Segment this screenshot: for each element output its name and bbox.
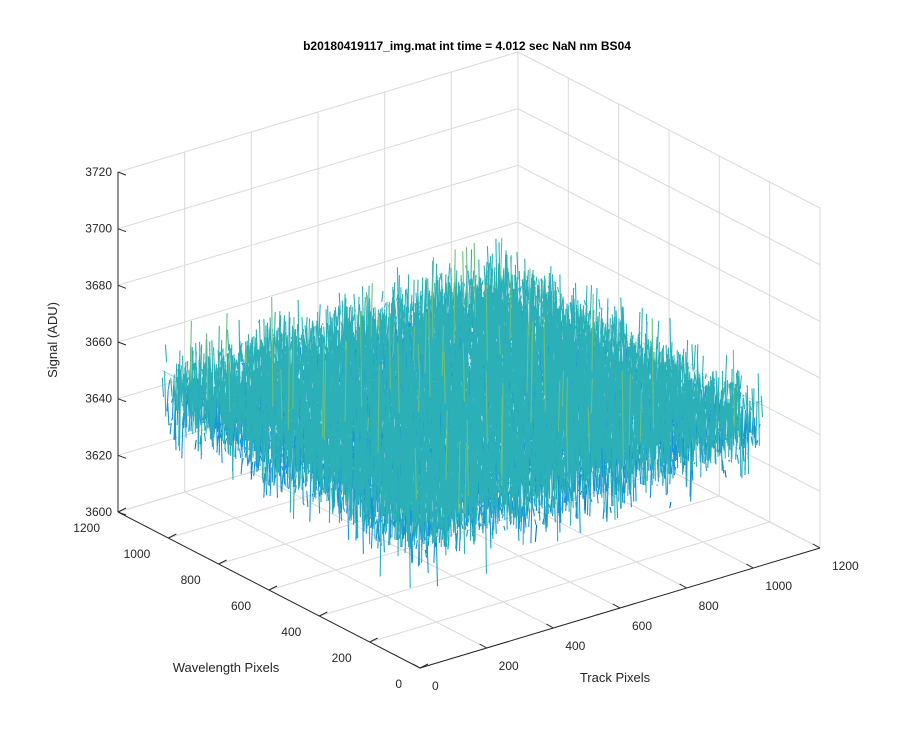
y-tick-mark — [369, 637, 378, 643]
floor-grid-line — [268, 469, 670, 591]
y-tick-label: 600 — [231, 599, 251, 613]
z-tick-label: 3620 — [85, 448, 112, 462]
wall-grid-line — [517, 51, 821, 209]
wall-grid-line — [517, 164, 821, 322]
x-axis-label: Track Pixels — [580, 670, 651, 685]
z-tick-mark — [117, 228, 127, 233]
y-tick-mark — [117, 507, 127, 513]
x-tick-label: 0 — [432, 679, 439, 693]
wall-grid-line — [117, 51, 519, 173]
x-tick-label: 400 — [565, 639, 585, 653]
y-tick-label: 1200 — [73, 521, 100, 535]
x-tick-label: 200 — [499, 659, 519, 673]
y-tick-mark — [268, 585, 278, 591]
floor-grid-line — [319, 495, 720, 617]
x-tick-mark — [812, 543, 821, 549]
wall-grid-line — [117, 221, 519, 343]
tick-labels: 0 200 400 600 800 1000 1200 0 200 400 600 800 1000 12… — [73, 165, 859, 693]
surface-front-edge — [162, 370, 762, 505]
x-tick-label: 1200 — [832, 559, 859, 573]
z-axis-label: Signal (ADU) — [45, 302, 60, 378]
z-tick-label: 3600 — [85, 505, 112, 519]
x-tick-label: 800 — [699, 599, 719, 613]
x-tick-mark — [746, 563, 754, 569]
x-tick-label: 600 — [632, 619, 652, 633]
chart-title: b20180419117_img.mat int time = 4.012 se… — [303, 39, 631, 53]
z-tick-mark — [117, 511, 127, 516]
wall-grid-line — [117, 164, 519, 286]
axes — [117, 171, 821, 669]
z-tick-mark — [117, 454, 127, 459]
y-tick-label: 200 — [332, 651, 352, 665]
z-tick-mark — [117, 341, 127, 346]
y-axis-label: Wavelength Pixels — [173, 660, 280, 675]
y-tick-mark — [319, 611, 328, 617]
x-tick-mark — [412, 663, 421, 669]
z-tick-mark — [117, 171, 127, 176]
z-tick-mark — [117, 284, 127, 289]
surface-band-3 — [161, 238, 764, 588]
y-tick-mark — [419, 663, 429, 669]
y-tick-label: 400 — [281, 625, 301, 639]
x-tick-mark — [612, 603, 621, 609]
y-tick-label: 800 — [181, 573, 201, 587]
y-tick-label: 0 — [395, 677, 402, 691]
x-tick-label: 1000 — [765, 579, 792, 593]
x-tick-mark — [546, 623, 554, 629]
wall-grid-line — [517, 108, 821, 266]
z-tick-label: 3660 — [85, 335, 112, 349]
z-tick-label: 3700 — [85, 222, 112, 236]
surface — [161, 238, 764, 588]
wall-grid-line — [517, 221, 821, 379]
wall-grid-line — [117, 108, 519, 230]
z-tick-mark — [117, 398, 127, 403]
floor-grid-line — [369, 521, 770, 643]
surface-band-4 — [189, 238, 736, 514]
z-tick-label: 3640 — [85, 392, 112, 406]
z-tick-label: 3680 — [85, 278, 112, 292]
x-tick-mark — [479, 643, 487, 649]
y-tick-mark — [218, 559, 227, 565]
y-tick-label: 1000 — [124, 547, 151, 561]
z-tick-label: 3720 — [85, 165, 112, 179]
y-tick-mark — [168, 533, 177, 539]
x-tick-mark — [679, 583, 687, 589]
